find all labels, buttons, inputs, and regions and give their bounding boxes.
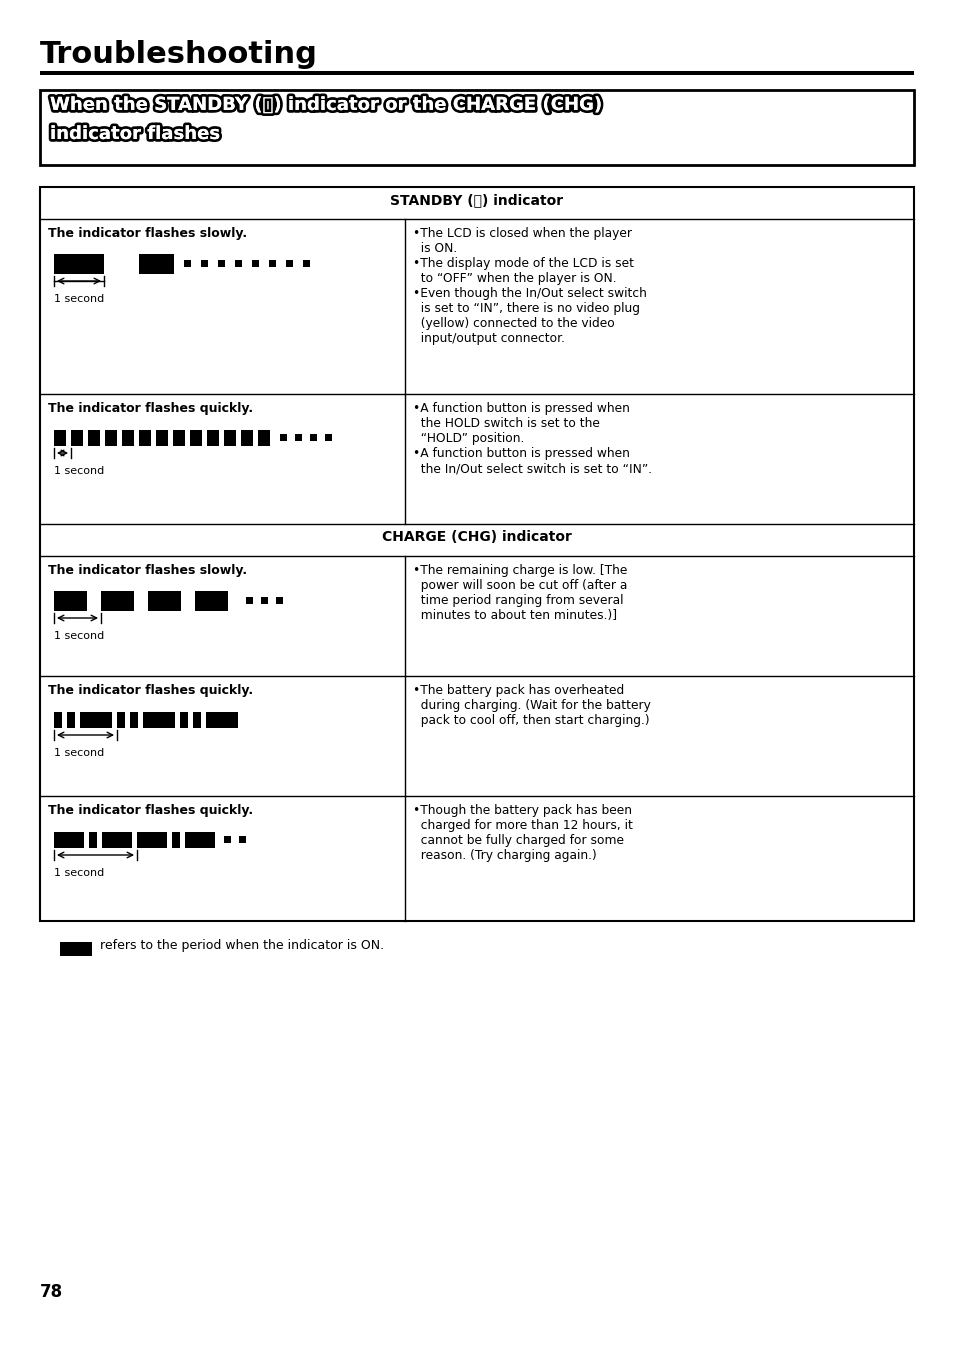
Bar [88, 430, 100, 446]
Bar [148, 591, 181, 611]
Bar [71, 430, 83, 446]
Bar [325, 434, 332, 441]
Bar [185, 832, 214, 848]
Bar [172, 430, 185, 446]
Bar [257, 430, 270, 446]
Bar [246, 597, 253, 604]
Bar [40, 186, 913, 921]
Bar [201, 260, 208, 267]
Text: 1 second: 1 second [54, 749, 104, 758]
Bar [101, 591, 133, 611]
Bar [193, 712, 201, 728]
Bar [180, 712, 188, 728]
Bar [275, 597, 283, 604]
Text: 1 second: 1 second [54, 868, 104, 878]
Text: CHARGE (CHG) indicator: CHARGE (CHG) indicator [381, 529, 572, 544]
Text: indicator flashes: indicator flashes [50, 125, 218, 143]
Bar [207, 430, 219, 446]
Bar [234, 260, 242, 267]
Text: When the STANDBY (⏻) indicator or the CHARGE (CHG): When the STANDBY (⏻) indicator or the CH… [50, 97, 599, 114]
Text: •Though the battery pack has been
  charged for more than 12 hours, it
  cannot : •Though the battery pack has been charge… [413, 804, 632, 862]
Bar [54, 430, 66, 446]
Bar [261, 597, 268, 604]
Text: 1 second: 1 second [54, 632, 104, 641]
Bar [286, 260, 293, 267]
Bar [194, 591, 228, 611]
Bar [54, 832, 84, 848]
Bar [137, 832, 167, 848]
Bar [40, 71, 913, 75]
Bar [218, 260, 225, 267]
Bar [67, 712, 75, 728]
Text: •The LCD is closed when the player
  is ON.
•The display mode of the LCD is set
: •The LCD is closed when the player is ON… [413, 227, 646, 344]
Text: •The remaining charge is low. [The
  power will soon be cut off (after a
  time : •The remaining charge is low. [The power… [413, 563, 627, 622]
Bar [139, 430, 151, 446]
Bar [122, 430, 133, 446]
Text: The indicator flashes quickly.: The indicator flashes quickly. [48, 685, 253, 697]
Bar [102, 832, 132, 848]
Bar [139, 255, 173, 274]
Text: •A function button is pressed when
  the HOLD switch is set to the
  “HOLD” posi: •A function button is pressed when the H… [413, 401, 652, 475]
Bar [252, 260, 258, 267]
Bar [190, 430, 202, 446]
Text: 1 second: 1 second [54, 294, 104, 304]
Text: STANDBY (⏻) indicator: STANDBY (⏻) indicator [390, 193, 563, 207]
Bar [310, 434, 316, 441]
Text: The indicator flashes quickly.: The indicator flashes quickly. [48, 804, 253, 817]
Bar [54, 255, 104, 274]
Bar [40, 90, 913, 165]
Text: The indicator flashes quickly.: The indicator flashes quickly. [48, 401, 253, 415]
Bar [269, 260, 275, 267]
Bar [303, 260, 310, 267]
Bar [206, 712, 237, 728]
Bar [54, 591, 87, 611]
Bar [241, 430, 253, 446]
Text: refers to the period when the indicator is ON.: refers to the period when the indicator … [100, 939, 384, 953]
Bar [239, 836, 246, 842]
Text: •The battery pack has overheated
  during charging. (Wait for the battery
  pack: •The battery pack has overheated during … [413, 685, 650, 727]
Bar [117, 712, 125, 728]
Text: Troubleshooting: Troubleshooting [40, 39, 317, 69]
Text: 78: 78 [40, 1283, 63, 1301]
Bar [54, 712, 62, 728]
Text: The indicator flashes slowly.: The indicator flashes slowly. [48, 227, 247, 240]
Bar [294, 434, 302, 441]
Bar [80, 712, 112, 728]
Bar [143, 712, 174, 728]
Bar [184, 260, 191, 267]
Text: The indicator flashes slowly.: The indicator flashes slowly. [48, 563, 247, 577]
Bar [280, 434, 287, 441]
Bar [224, 430, 235, 446]
Text: 1 second: 1 second [54, 465, 104, 476]
Bar [40, 186, 913, 921]
Bar [105, 430, 117, 446]
Bar [89, 832, 97, 848]
Bar [156, 430, 168, 446]
Bar [172, 832, 180, 848]
Bar [60, 942, 91, 955]
Bar [224, 836, 231, 842]
Bar [130, 712, 138, 728]
